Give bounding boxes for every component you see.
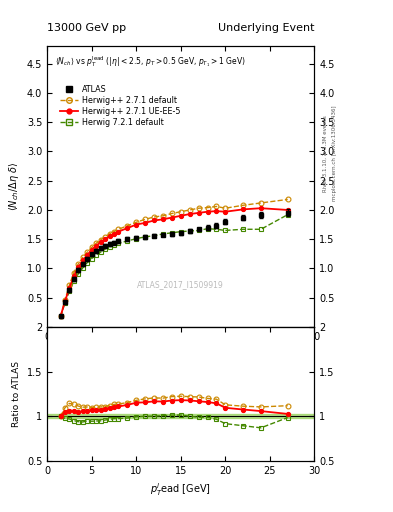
Bar bbox=[47, 414, 314, 418]
Legend: ATLAS, Herwig++ 2.7.1 default, Herwig++ 2.7.1 UE-EE-5, Herwig 7.2.1 default: ATLAS, Herwig++ 2.7.1 default, Herwig++ … bbox=[59, 84, 181, 127]
Text: 13000 GeV pp: 13000 GeV pp bbox=[47, 23, 126, 33]
Y-axis label: Ratio to ATLAS: Ratio to ATLAS bbox=[12, 361, 21, 427]
Y-axis label: $\langle N_{ch}/ \Delta\eta\ \delta\rangle$: $\langle N_{ch}/ \Delta\eta\ \delta\rang… bbox=[7, 162, 21, 211]
X-axis label: $p_T^l$ead [GeV]: $p_T^l$ead [GeV] bbox=[150, 481, 211, 498]
Text: $\langle N_{ch}\rangle$ vs $p_T^{\rm lead}$ ($|\eta| < 2.5$, $p_T > 0.5$ GeV, $p: $\langle N_{ch}\rangle$ vs $p_T^{\rm lea… bbox=[55, 54, 246, 70]
Text: mcplots.cern.ch [arXiv:1306.3436]: mcplots.cern.ch [arXiv:1306.3436] bbox=[332, 106, 337, 201]
Text: Rivet 3.1.10, ≥ 3.3M events: Rivet 3.1.10, ≥ 3.3M events bbox=[323, 115, 328, 192]
Text: ATLAS_2017_I1509919: ATLAS_2017_I1509919 bbox=[138, 281, 224, 289]
Text: Underlying Event: Underlying Event bbox=[218, 23, 314, 33]
